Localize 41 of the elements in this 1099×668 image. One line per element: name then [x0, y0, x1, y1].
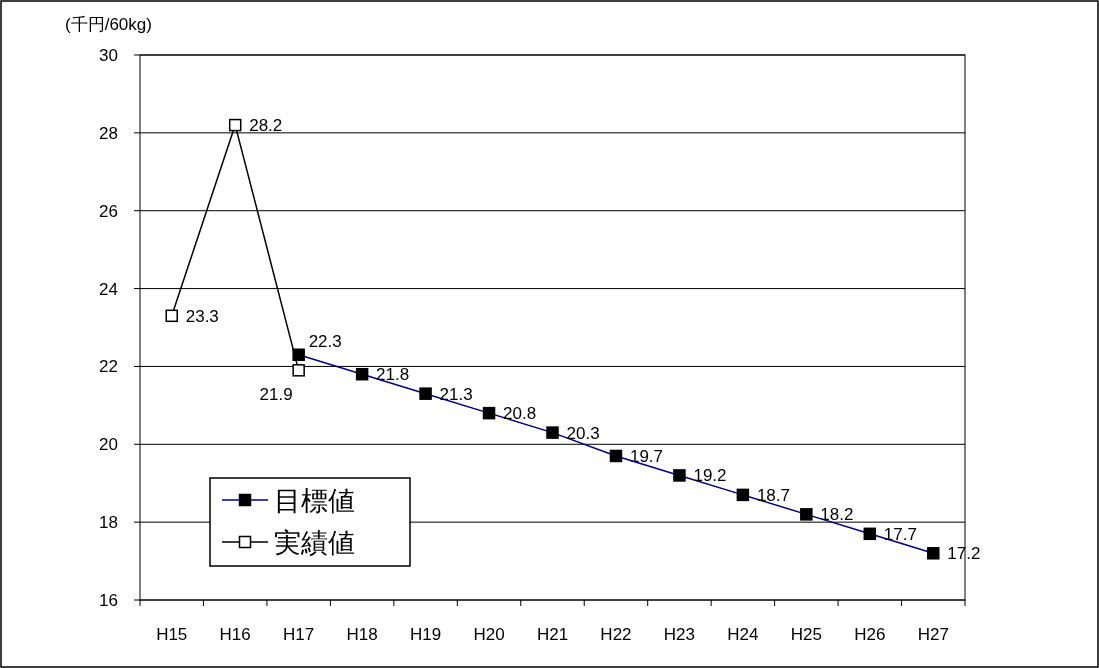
data-label: 19.7 — [629, 446, 664, 466]
data-label: 21.8 — [376, 365, 410, 385]
x-tick-label: H17 — [283, 625, 315, 644]
x-tick-label: H21 — [536, 625, 569, 644]
y-tick-label: 24 — [99, 279, 118, 299]
data-label: 19.2 — [693, 466, 727, 486]
y-tick-label: 20 — [99, 435, 118, 455]
y-tick-label: 22 — [99, 357, 118, 377]
data-label: 20.8 — [503, 404, 537, 424]
legend-label: 目標値 — [274, 486, 355, 516]
y-tick-label: 30 — [99, 46, 118, 65]
data-label: 17.7 — [883, 524, 917, 544]
data-label: 17.2 — [947, 544, 981, 564]
y-tick-label: 18 — [99, 513, 118, 533]
x-tick-label: H24 — [727, 625, 759, 644]
data-label: 20.3 — [566, 423, 600, 443]
x-tick-label: H23 — [663, 625, 696, 644]
x-tick-label: H16 — [219, 625, 251, 644]
point — [228, 118, 242, 132]
y-axis-title: (千円/60kg) — [65, 15, 152, 34]
x-tick-label: H25 — [790, 625, 822, 644]
data-label: 18.2 — [820, 505, 854, 525]
x-tick-label: H27 — [917, 625, 949, 644]
legend-label: 実績値 — [274, 528, 355, 558]
point — [292, 364, 305, 377]
x-tick-label: H26 — [854, 625, 886, 644]
data-label: 28.2 — [249, 116, 283, 136]
x-tick-label: H15 — [156, 625, 188, 644]
x-tick-label: H18 — [346, 625, 378, 644]
x-tick-label: H22 — [600, 625, 632, 644]
data-label: 18.7 — [756, 485, 790, 505]
point — [165, 309, 178, 323]
x-tick-label: H20 — [473, 625, 505, 644]
data-label: 23.3 — [185, 306, 219, 326]
data-label: 21.9 — [259, 385, 293, 405]
y-tick-label: 28 — [99, 123, 118, 143]
y-tick-label: 16 — [99, 591, 118, 610]
x-tick-label: H19 — [409, 625, 442, 644]
y-tick-label: 26 — [99, 201, 118, 221]
data-label: 21.3 — [439, 384, 473, 404]
data-label: 22.3 — [308, 331, 342, 351]
